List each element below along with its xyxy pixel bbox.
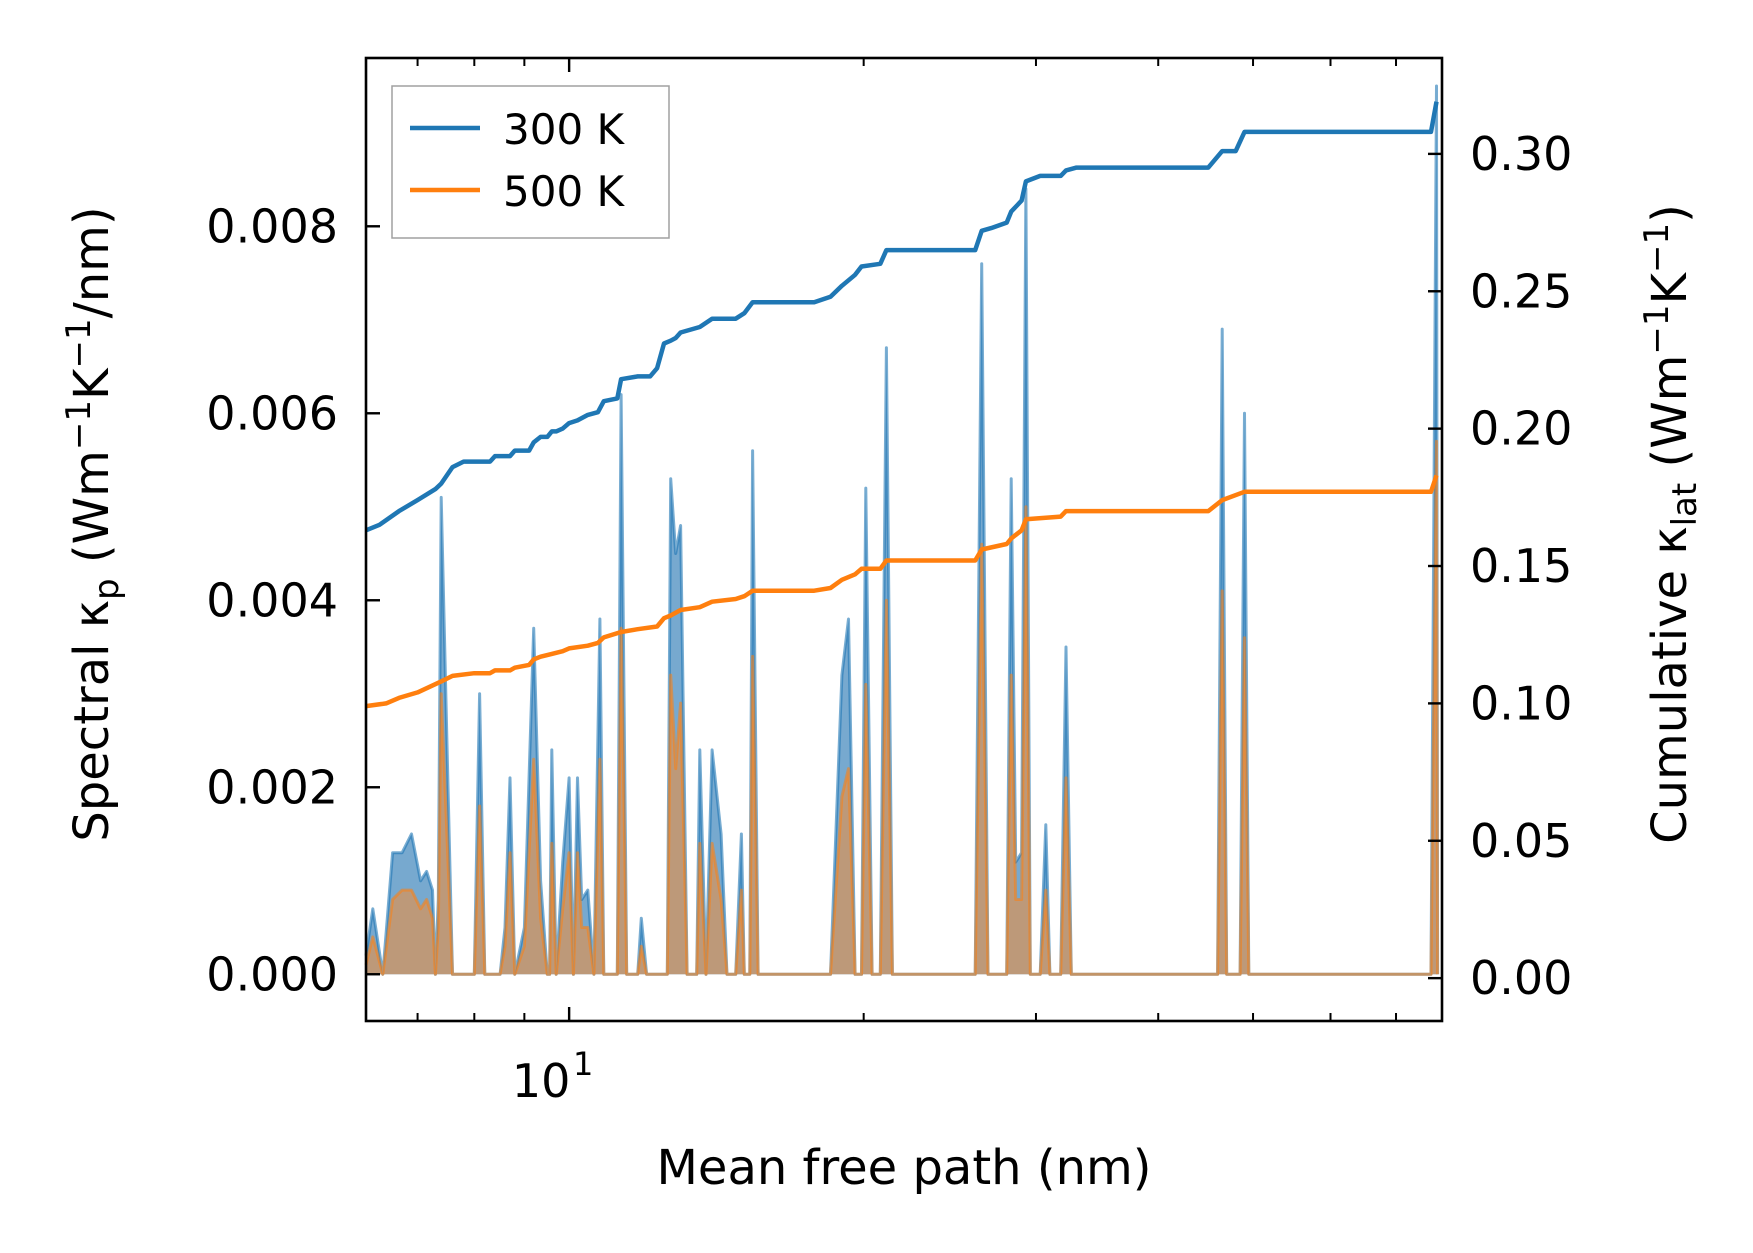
legend-label-500K: 500 K: [503, 167, 626, 216]
y-left-tick-label-3: 0.006: [206, 386, 338, 440]
y-left-tick-label-2: 0.004: [206, 573, 338, 627]
legend-label-300K: 300 K: [503, 105, 626, 154]
y-right-tick-label-5: 0.25: [1470, 264, 1572, 318]
plot-frame: [364, 56, 1444, 1023]
y-axis-label-left: Spectral κp (Wm−1K−1/nm): [59, 206, 127, 841]
y-left-tick-label-4: 0.008: [206, 199, 338, 253]
y-right-tick-label-4: 0.20: [1470, 402, 1572, 456]
y-right-tick-label-3: 0.15: [1470, 539, 1572, 593]
x-axis-label: Mean free path (nm): [657, 1140, 1152, 1196]
legend-frame: [391, 85, 670, 239]
legend: 300 K 500 K: [391, 85, 670, 239]
cumulative-500K-line: [365, 474, 1439, 709]
tick-labels: 0.000 0.002 0.004 0.006 0.008 0.00 0.05 0.10 0.1…: [206, 127, 1572, 1108]
axis-ticks: [366, 58, 1442, 1021]
y-left-tick-label-0: 0.000: [206, 947, 338, 1001]
data-lines: [365, 101, 1439, 709]
y-right-tick-label-6: 0.30: [1470, 127, 1572, 181]
spectral-fills: [364, 84, 1440, 976]
y-axis-label-right: Cumulative κlat (Wm−1K−1): [1637, 204, 1705, 844]
cumulative-300K-line: [365, 101, 1439, 533]
spectral-500K-line: [364, 439, 1440, 976]
x-tick-label-0: 10: [512, 1054, 571, 1108]
y-right-tick-label-1: 0.05: [1470, 814, 1572, 868]
x-tick-label-exp-0: 1: [573, 1045, 593, 1083]
y-right-tick-label-0: 0.00: [1470, 951, 1572, 1005]
y-left-tick-label-1: 0.002: [206, 760, 338, 814]
y-right-tick-label-2: 0.10: [1470, 676, 1572, 730]
